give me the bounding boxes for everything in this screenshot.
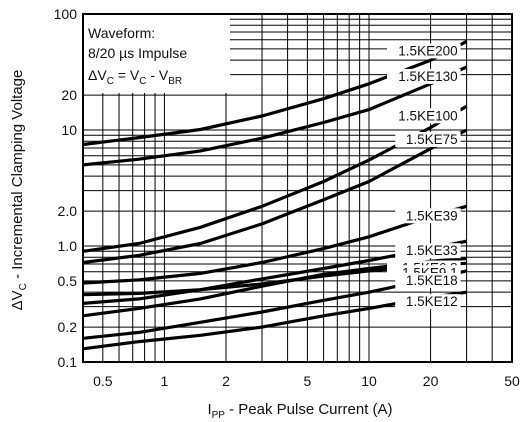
- x-axis-title-sub: PP: [212, 410, 226, 421]
- x-axis-title-rest: - Peak Pulse Current (A): [225, 401, 393, 418]
- series-label-1-5ke75: 1.5KE75: [406, 132, 458, 147]
- series-label-1-5ke39: 1.5KE39: [406, 208, 458, 223]
- series-label-bg-1-5ke12: [395, 294, 461, 310]
- y-tick-label-2-0: 2.0: [58, 203, 78, 219]
- series-line-1-5ke100: [82, 104, 468, 253]
- annotation-minus: - V: [146, 67, 168, 83]
- x-axis-title-main: I: [207, 401, 211, 418]
- annotation-box: Waveform: 8/20 µs Impulse ΔVC = VC - VBR: [83, 14, 230, 93]
- y-axis-title: ΔVC - Incremental Clamping Voltage: [9, 70, 29, 311]
- series-line-1-5ke130: [82, 65, 468, 167]
- series-label-bg-1-5ke75: [395, 132, 461, 147]
- y-tick-label-100: 100: [54, 6, 78, 22]
- series-label-1-5ke12: 1.5KE12: [406, 294, 458, 309]
- x-axis-title: IPP - Peak Pulse Current (A): [207, 401, 392, 421]
- y-axis-title-sub: C: [18, 283, 29, 290]
- y-tick-label-10: 10: [61, 122, 77, 138]
- series-label-bg-1-5ke130: [387, 68, 461, 84]
- series-label-bg-1-5ke33: [395, 243, 461, 259]
- series-label-1-5ke200: 1.5KE200: [398, 43, 457, 58]
- x-tick-label-50: 50: [504, 373, 520, 389]
- series-label-1-5ke100: 1.5KE100: [398, 108, 457, 123]
- series-label-1-5ke130: 1.5KE130: [398, 69, 457, 84]
- y-axis-title-rest: - Incremental Clamping Voltage: [9, 70, 26, 283]
- annotation-line-1: Waveform:: [88, 25, 155, 41]
- series-label-bg-1-5ke39: [395, 208, 461, 224]
- x-tick-label-2: 2: [222, 373, 230, 389]
- annotation-dv: ΔV: [88, 67, 107, 83]
- annotation-sub-c1: C: [107, 76, 114, 87]
- annotation-line-3: ΔVC = VC - VBR: [88, 67, 182, 87]
- annotation-eq: = V: [114, 67, 140, 83]
- y-tick-label-0-1: 0.1: [58, 354, 78, 370]
- annotation-sub-c2: C: [139, 76, 146, 87]
- tick-labels: 0.5 1 2 5 10 20 50 0.1 0.2 0.5 1.0 2.0 10 20 100: [54, 6, 520, 389]
- series-label-bg-1-5ke200: [387, 43, 461, 59]
- series-labels: 1.5KE200 1.5KE130 1.5KE100 1.5KE75 1.5KE39 1.…: [387, 43, 461, 310]
- y-tick-label-0-5: 0.5: [58, 273, 78, 289]
- series-line-1-5ke75: [82, 128, 468, 265]
- x-tick-label-1: 1: [161, 373, 169, 389]
- y-tick-label-1-0: 1.0: [58, 238, 78, 254]
- plot-frame: [82, 13, 513, 363]
- annotation-sub-br: BR: [168, 76, 182, 87]
- x-tick-label-10: 10: [361, 373, 377, 389]
- x-tick-label-5: 5: [304, 373, 312, 389]
- y-tick-label-20: 20: [61, 87, 77, 103]
- series-label-1-5ke18: 1.5KE18: [406, 273, 458, 288]
- x-tick-label-20: 20: [423, 373, 439, 389]
- y-axis-title-main: ΔV: [9, 290, 26, 310]
- series-label-bg-1-5ke18: [395, 272, 461, 288]
- annotation-background: [83, 14, 230, 93]
- x-tick-label-0-5: 0.5: [93, 373, 113, 389]
- annotation-line-2: 8/20 µs Impulse: [88, 45, 187, 61]
- series-line-1-5ke200: [82, 39, 468, 147]
- y-tick-label-0-2: 0.2: [58, 319, 78, 335]
- series-label-bg-1-5ke100: [387, 108, 461, 124]
- series-label-1-5ke33: 1.5KE33: [406, 243, 458, 258]
